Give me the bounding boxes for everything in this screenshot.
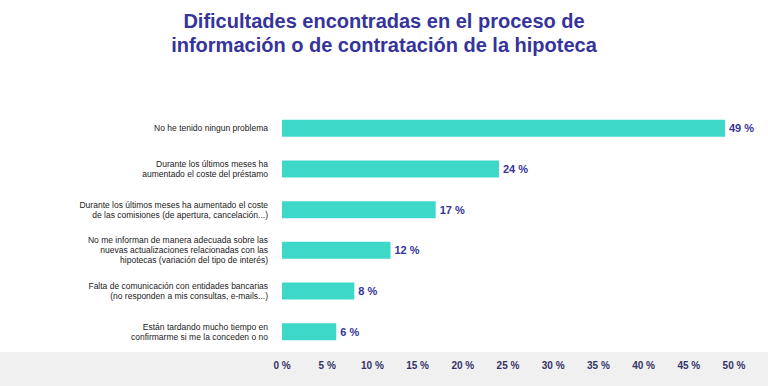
- svg-text:6 %: 6 %: [340, 326, 359, 338]
- svg-text:Están tardando mucho tiempo en: Están tardando mucho tiempo en: [143, 322, 268, 332]
- svg-text:No me informan de manera adecu: No me informan de manera adecuada sobre …: [88, 235, 268, 245]
- svg-text:10 %: 10 %: [361, 360, 384, 371]
- svg-text:0 %: 0 %: [273, 360, 290, 371]
- svg-text:50 %: 50 %: [723, 360, 746, 371]
- svg-text:20 %: 20 %: [451, 360, 474, 371]
- svg-text:40 %: 40 %: [632, 360, 655, 371]
- svg-text:hipotecas (variación del tipo: hipotecas (variación del tipo de interés…: [120, 255, 268, 265]
- svg-text:8 %: 8 %: [358, 285, 377, 297]
- svg-text:Durante los últimos meses ha: Durante los últimos meses ha: [156, 159, 268, 169]
- svg-text:12 %: 12 %: [394, 244, 419, 256]
- svg-text:aumentado el coste del préstam: aumentado el coste del préstamo: [142, 169, 268, 179]
- svg-text:nuevas actualizaciones relacio: nuevas actualizaciones relacionadas con …: [100, 245, 268, 255]
- svg-text:25 %: 25 %: [497, 360, 520, 371]
- svg-text:35 %: 35 %: [587, 360, 610, 371]
- svg-text:información o de contratación: información o de contratación de la hipo…: [171, 34, 598, 56]
- svg-text:Durante los últimos meses ha a: Durante los últimos meses ha aumentado e…: [79, 200, 268, 210]
- svg-text:No he tenido ningun problema: No he tenido ningun problema: [154, 123, 268, 133]
- svg-text:de las comisiones (de apertura: de las comisiones (de apertura, cancelac…: [92, 210, 268, 220]
- svg-text:45 %: 45 %: [677, 360, 700, 371]
- svg-text:15 %: 15 %: [406, 360, 429, 371]
- svg-text:24 %: 24 %: [503, 163, 528, 175]
- svg-text:(no responden a mis consultas,: (no responden a mis consultas, e-mails..…: [110, 291, 268, 301]
- svg-text:17 %: 17 %: [440, 204, 465, 216]
- svg-text:Falta de comunicación con enti: Falta de comunicación con entidades banc…: [88, 281, 268, 291]
- svg-text:confirmarme si me la conceden: confirmarme si me la conceden o no: [131, 332, 268, 342]
- svg-text:Dificultades encontradas en el: Dificultades encontradas en el proceso d…: [183, 10, 584, 32]
- svg-text:49 %: 49 %: [729, 122, 754, 134]
- svg-text:5 %: 5 %: [319, 360, 336, 371]
- svg-text:30 %: 30 %: [542, 360, 565, 371]
